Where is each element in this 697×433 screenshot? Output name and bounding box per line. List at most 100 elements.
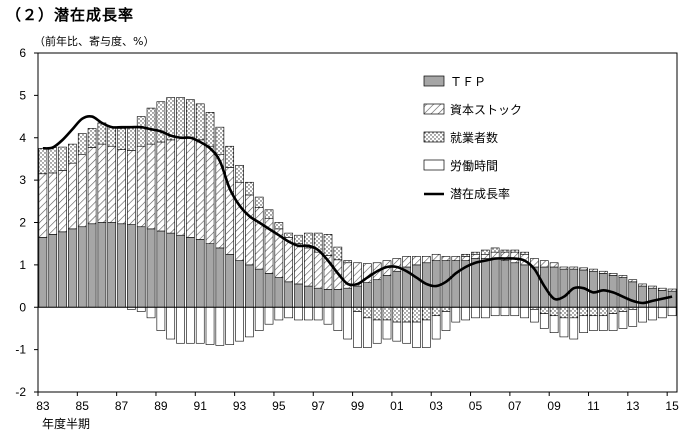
legend-swatch-tfp xyxy=(423,75,445,87)
bar-hours-10H2 xyxy=(579,315,588,333)
bar-tfp-88H1 xyxy=(136,226,146,308)
bar-tfp-84H1 xyxy=(58,231,67,308)
bar-tfp-00H1 xyxy=(372,279,382,308)
bar-employment-87H2 xyxy=(127,126,136,151)
bar-tfp-06H2 xyxy=(500,260,510,308)
bar-employment-08H2 xyxy=(539,306,549,314)
bar-tfp-98H2 xyxy=(343,287,353,308)
bar-capital-03H2 xyxy=(441,256,451,261)
bar-tfp-98H1 xyxy=(333,289,343,308)
bar-hours-93H2 xyxy=(245,306,254,338)
bar-tfp-92H1 xyxy=(215,247,225,308)
x-tick-label: 05 xyxy=(469,399,483,413)
legend-label: ＴＦＰ xyxy=(450,75,486,89)
bar-capital-12H1 xyxy=(608,273,618,276)
x-tick-label: 83 xyxy=(36,399,50,413)
bar-hours-88H1 xyxy=(136,306,146,312)
bar-employment-05H2 xyxy=(480,249,490,255)
bar-hours-00H1 xyxy=(372,319,382,344)
x-tick-label: 07 xyxy=(508,399,522,413)
legend-label: 資本ストック xyxy=(450,103,522,117)
potential-growth-line xyxy=(42,114,673,305)
bar-employment-88H2 xyxy=(146,107,156,145)
bar-tfp-09H2 xyxy=(559,268,569,308)
bar-capital-04H2 xyxy=(461,256,470,261)
bar-employment-07H2 xyxy=(520,251,529,255)
bar-tfp-93H2 xyxy=(245,264,254,308)
bar-hours-05H1 xyxy=(471,306,480,319)
x-tick-label: 01 xyxy=(390,399,404,413)
bar-tfp-95H1 xyxy=(274,277,284,308)
bar-employment-98H2 xyxy=(343,260,353,264)
bar-hours-06H2 xyxy=(500,306,510,317)
bar-employment-84H1 xyxy=(58,146,67,171)
bar-capital-87H2 xyxy=(127,150,136,225)
bar-hours-88H2 xyxy=(146,306,156,319)
bar-capital-91H2 xyxy=(205,145,215,244)
bar-employment-01H1 xyxy=(392,306,402,323)
bar-tfp-93H1 xyxy=(235,260,244,308)
bar-capital-84H2 xyxy=(68,162,77,230)
bar-hours-15H1 xyxy=(667,306,677,317)
bar-tfp-91H1 xyxy=(195,239,205,308)
bar-tfp-85H1 xyxy=(77,226,87,308)
bar-tfp-09H1 xyxy=(549,266,559,308)
bar-tfp-91H2 xyxy=(205,243,215,308)
bar-employment-01H2 xyxy=(402,306,411,323)
y-tick-label: 6 xyxy=(19,46,26,60)
bar-capital-03H1 xyxy=(431,253,441,261)
bar-hours-94H2 xyxy=(264,306,274,325)
bar-employment-88H1 xyxy=(136,116,146,147)
bar-employment-00H2 xyxy=(382,306,392,321)
bar-tfp-84H2 xyxy=(68,228,77,308)
bar-tfp-07H2 xyxy=(520,264,529,308)
bar-employment-87H1 xyxy=(117,128,126,150)
bar-capital-08H1 xyxy=(530,258,539,268)
bar-hours-95H2 xyxy=(284,306,294,319)
x-tick-label: 09 xyxy=(547,399,561,413)
bar-hours-92H2 xyxy=(225,306,235,345)
bar-capital-93H1 xyxy=(235,181,244,261)
bar-capital-85H2 xyxy=(87,147,97,225)
legend-label: 労働時間 xyxy=(450,159,498,173)
bar-capital-15H1 xyxy=(667,288,677,292)
bar-capital-94H1 xyxy=(254,207,264,270)
bar-hours-04H1 xyxy=(451,306,461,323)
bar-employment-96H1 xyxy=(294,234,303,244)
bar-employment-86H1 xyxy=(97,122,107,145)
bar-capital-84H1 xyxy=(58,170,67,233)
bar-tfp-11H1 xyxy=(589,270,598,308)
bar-capital-04H1 xyxy=(451,256,461,261)
bar-tfp-97H1 xyxy=(313,287,323,308)
bar-hours-93H1 xyxy=(235,306,244,342)
bar-tfp-89H2 xyxy=(166,232,176,308)
bar-employment-90H1 xyxy=(176,97,185,139)
bar-hours-11H1 xyxy=(589,315,598,331)
bar-tfp-13H1 xyxy=(628,281,638,308)
bar-employment-93H1 xyxy=(235,164,244,183)
bar-hours-12H2 xyxy=(618,311,628,329)
bar-hours-14H1 xyxy=(648,306,657,321)
bar-capital-05H2 xyxy=(480,253,490,259)
bar-hours-02H1 xyxy=(412,321,421,348)
bar-tfp-86H1 xyxy=(97,222,107,308)
bar-capital-88H1 xyxy=(136,145,146,228)
bar-employment-94H1 xyxy=(254,196,264,208)
bar-capital-01H2 xyxy=(402,256,411,268)
bar-employment-12H1 xyxy=(608,306,618,314)
bar-capital-02H2 xyxy=(421,256,431,264)
bar-capital-13H2 xyxy=(638,283,647,287)
bar-tfp-15H1 xyxy=(667,290,677,308)
bar-tfp-89H1 xyxy=(156,230,166,308)
bar-hours-97H1 xyxy=(313,306,323,321)
bar-hours-12H1 xyxy=(608,313,618,331)
bar-hours-94H1 xyxy=(254,306,264,331)
bar-tfp-96H1 xyxy=(294,283,303,308)
bar-hours-07H1 xyxy=(510,306,520,317)
x-axis-label: 年度半期 xyxy=(42,416,90,431)
bar-employment-84H2 xyxy=(68,143,77,164)
bar-capital-83H2 xyxy=(48,172,58,235)
bar-tfp-05H1 xyxy=(471,258,480,308)
bar-capital-09H1 xyxy=(549,262,559,268)
x-tick-label: 11 xyxy=(587,399,600,413)
